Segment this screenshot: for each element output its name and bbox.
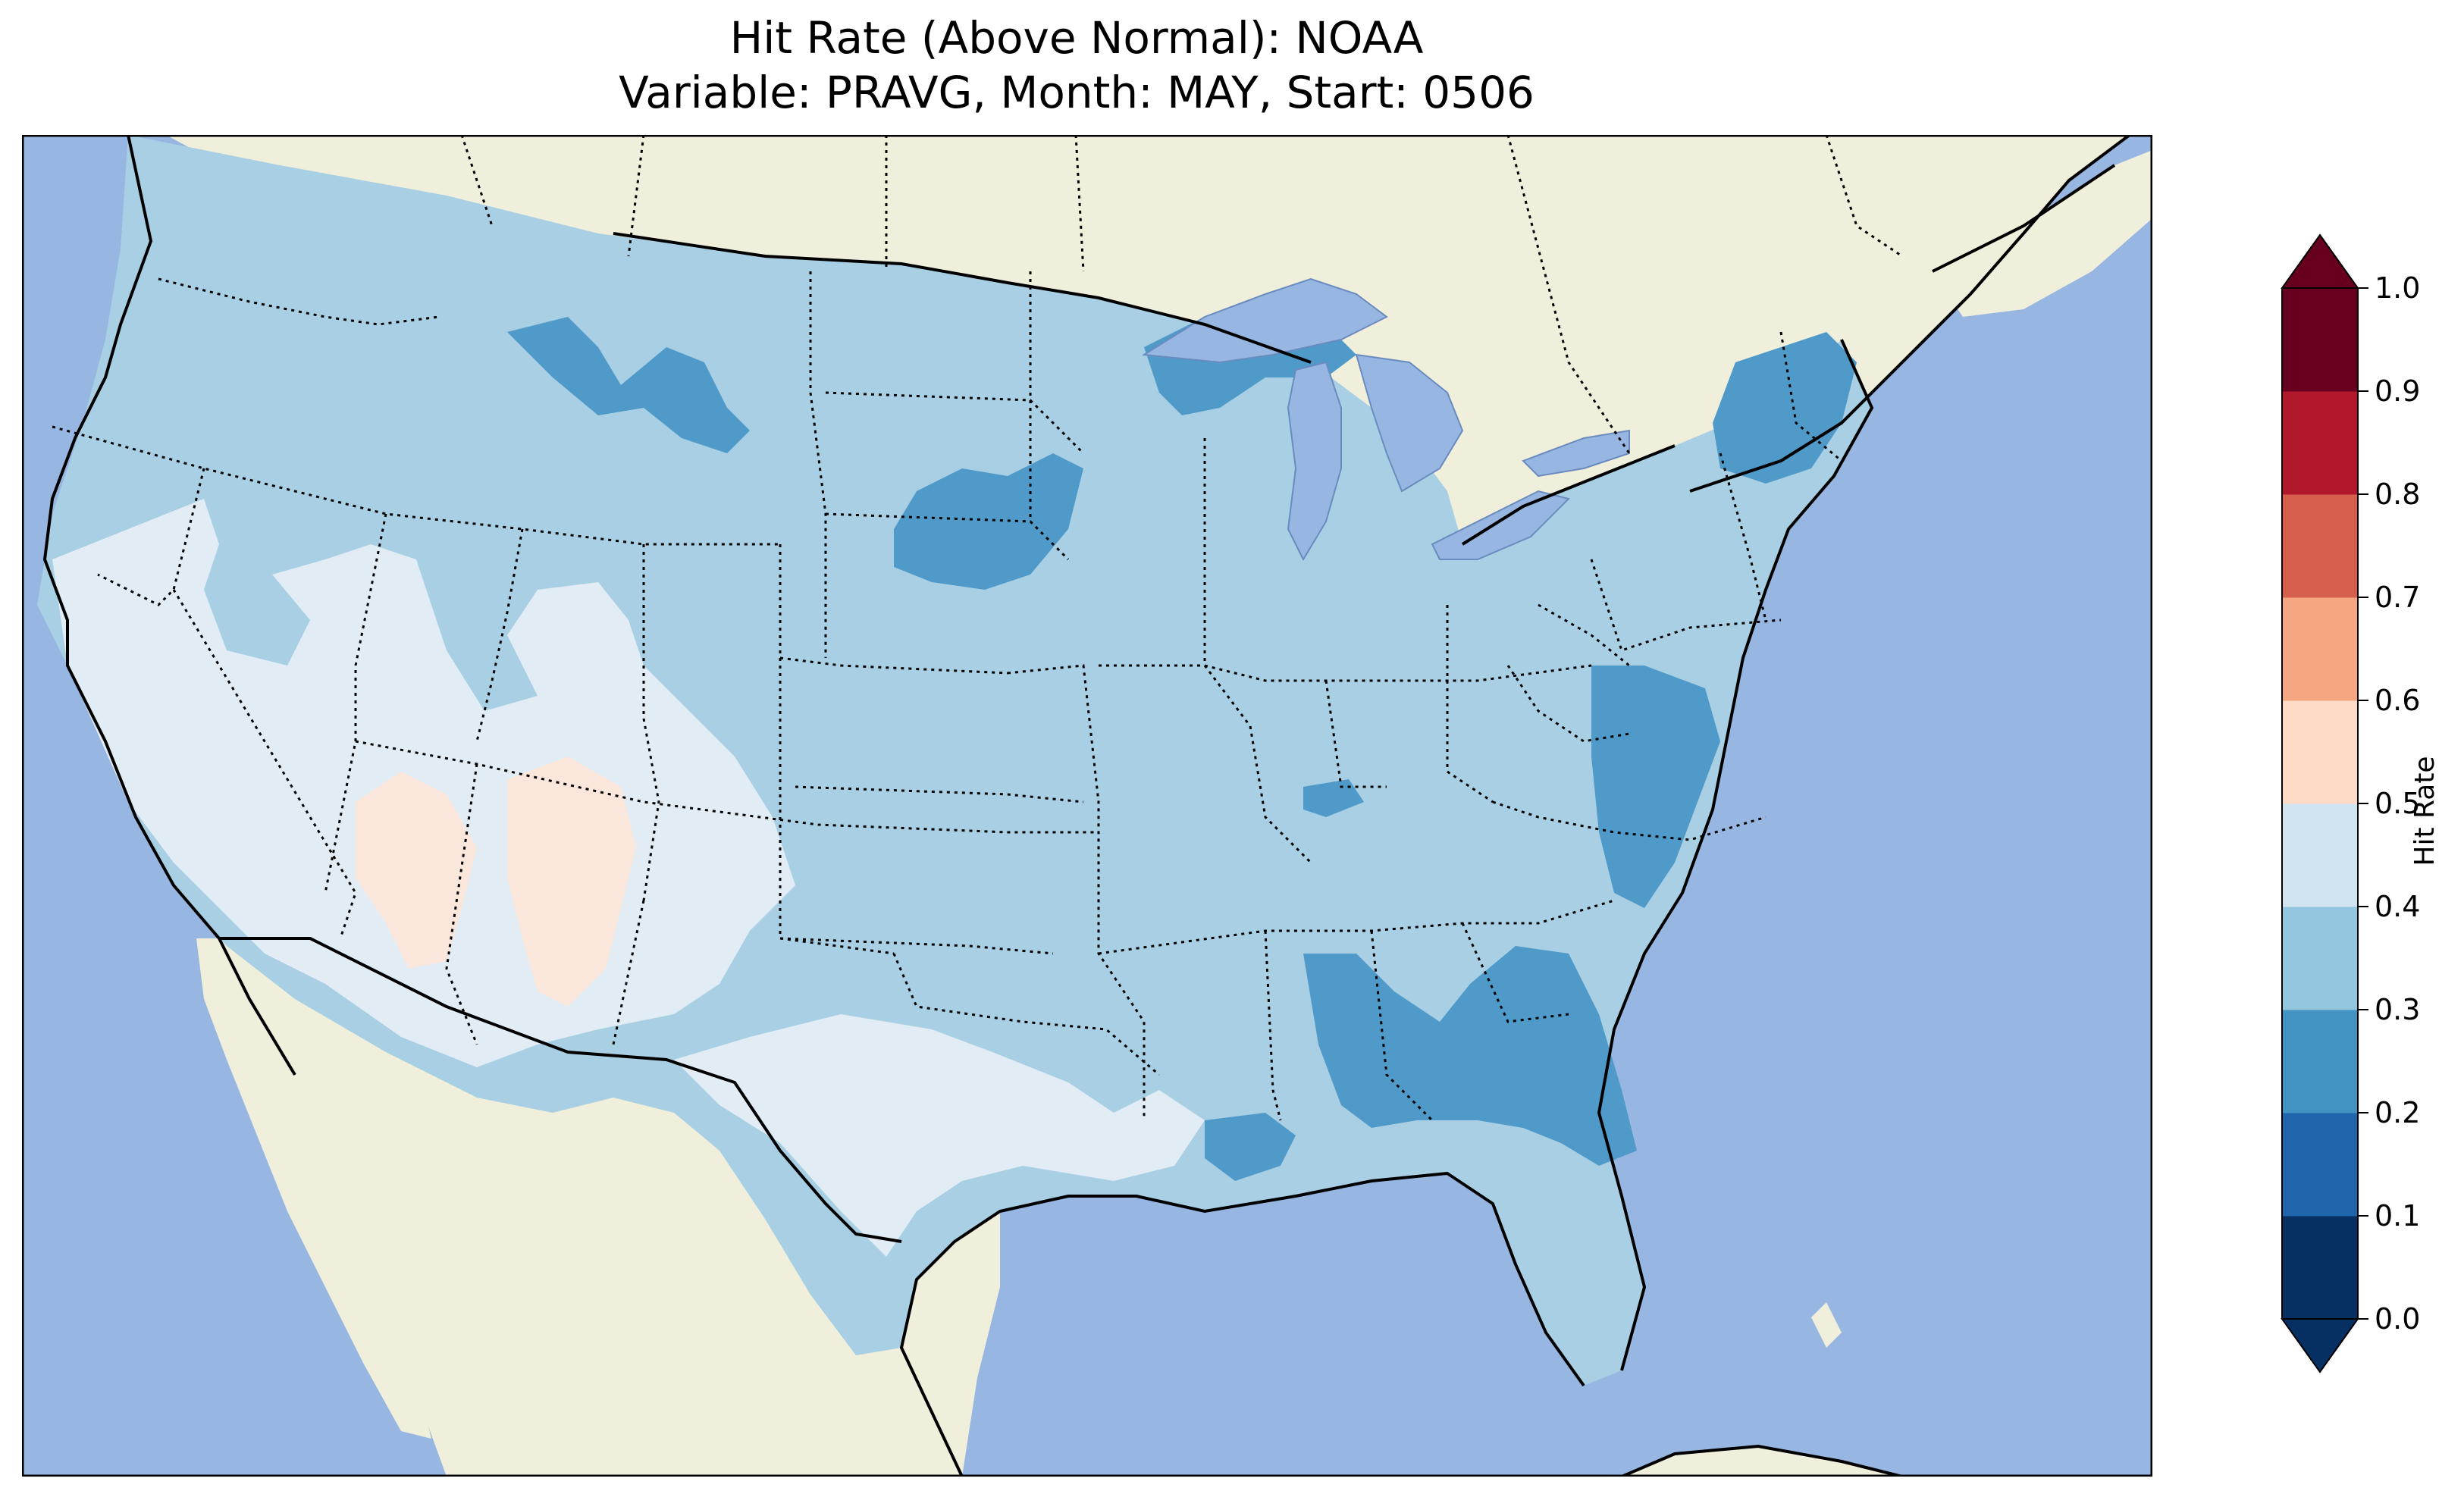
colorbar-tick-label: 1.0 <box>2375 271 2420 305</box>
colorbar-tick-label: 0.1 <box>2375 1199 2420 1232</box>
colorbar-ticks: 0.0 0.1 0.2 0.3 0.4 0.5 0.6 0.7 0.8 0.9 1.0 <box>2358 271 2420 1336</box>
colorbar-swatch <box>2282 1216 2358 1320</box>
field-montana-dark <box>507 317 750 453</box>
colorbar-tick-label: 0.3 <box>2375 993 2420 1026</box>
colorbar-swatches <box>2281 233 2359 1373</box>
colorbar-swatch <box>2282 803 2358 907</box>
colorbar-swatch <box>2282 907 2358 1010</box>
bahamas-land <box>1811 1302 1842 1348</box>
map-frame <box>22 135 2152 1477</box>
mexico-land <box>219 938 1000 1477</box>
colorbar-tick-label: 0.5 <box>2375 787 2420 820</box>
colorbar-swatch <box>2282 288 2358 392</box>
colorbar-tick-label: 0.4 <box>2375 890 2420 923</box>
field-nebraska-dark <box>894 453 1083 590</box>
colorbar-swatch <box>2282 1010 2358 1113</box>
baja-land <box>196 938 431 1439</box>
colorbar-tick-label: 0.8 <box>2375 478 2420 511</box>
colorbar-swatch <box>2282 700 2358 804</box>
colorbar-swatch <box>2282 1113 2358 1217</box>
colorbar: 0.0 0.1 0.2 0.3 0.4 0.5 0.6 0.7 0.8 0.9 1.0 Hit Ra… <box>2281 233 2440 1373</box>
colorbar-swatch <box>2282 597 2358 701</box>
map-panel <box>22 135 2152 1477</box>
field-virginia-dark <box>1591 666 1720 908</box>
colorbar-extend-over <box>2281 233 2359 289</box>
field-newengland-dark <box>1713 332 1857 484</box>
lake-huron <box>1355 353 1464 493</box>
field-texas-light <box>674 1014 1205 1257</box>
cuba-land <box>1622 1446 1902 1477</box>
colorbar-tick-label: 0.9 <box>2375 374 2420 408</box>
colorbar-tick-label: 0.0 <box>2375 1302 2420 1336</box>
field-louisiana-dark <box>1205 1113 1296 1181</box>
great-lakes <box>1141 277 1630 562</box>
colorbar-extend-under <box>2281 1318 2359 1373</box>
colorbar-swatch <box>2282 494 2358 598</box>
colorbar-tick-label: 0.2 <box>2375 1096 2420 1129</box>
field-nevada-warm <box>356 772 477 969</box>
map-title-line-1: Hit Rate (Above Normal): NOAA <box>729 12 1424 64</box>
colorbar-label: Hit Rate <box>2409 756 2440 866</box>
field-kentucky-dark <box>1303 779 1364 817</box>
coastlines <box>42 135 2131 1477</box>
state-borders <box>52 271 1842 1122</box>
province-borders <box>460 135 1903 454</box>
field-southeast-dark <box>1303 946 1637 1166</box>
colorbar-tick-label: 0.7 <box>2375 581 2420 614</box>
field-arizona-warm <box>507 756 636 1007</box>
colorbar-swatch <box>2282 391 2358 495</box>
colorbar-tick-label: 0.6 <box>2375 684 2420 717</box>
lake-michigan <box>1287 361 1342 562</box>
lake-superior <box>1141 277 1388 364</box>
map-title-line-2: Variable: PRAVG, Month: MAY, Start: 0506 <box>619 67 1535 118</box>
lake-ontario <box>1522 429 1630 478</box>
